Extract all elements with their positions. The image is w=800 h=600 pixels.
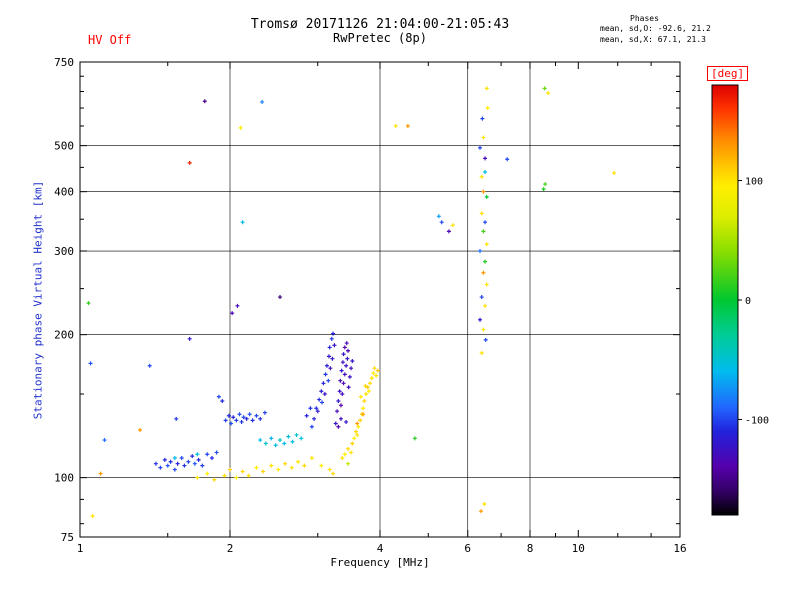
plot-title: Tromsø 20171126 21:04:00-21:05:43 [250,17,510,32]
svg-text:1: 1 [77,542,84,555]
colorbar-tick-label: 100 [745,177,763,188]
svg-text:4: 4 [377,542,384,555]
x-axis-label: Frequency [MHz] [330,556,430,569]
colorbar-unit-label: [deg] [707,66,749,81]
svg-text:500: 500 [54,140,74,153]
gridlines [80,62,680,537]
svg-text:10: 10 [572,542,585,555]
stats-line-x: mean, sd,X: 67.1, 21.3 [600,34,706,44]
svg-text:300: 300 [54,245,74,258]
hv-status: HV Off [88,33,132,47]
colorbar-tick-label: 0 [745,296,751,307]
data-points [86,86,617,519]
axis-ticks [79,61,681,538]
svg-text:750: 750 [54,56,74,69]
svg-text:16: 16 [673,542,686,555]
plot-subtitle: RwPretec (8p) [333,31,427,45]
stats-title: Phases [630,14,659,23]
svg-text:200: 200 [54,329,74,342]
svg-text:8: 8 [527,542,534,555]
colorbar [711,84,739,516]
tick-labels: 1 2 4 6 8 10 16 75 100 200 300 400 500 750 [54,56,687,555]
svg-text:400: 400 [54,186,74,199]
stats-block: Phases mean, sd,O: -92.6, 21.2 mean, sd,… [600,14,711,45]
svg-text:100: 100 [54,472,74,485]
colorbar-tick-label: -100 [745,415,769,426]
svg-text:6: 6 [464,542,471,555]
stats-line-o: mean, sd,O: -92.6, 21.2 [600,24,711,34]
svg-text:2: 2 [227,542,234,555]
svg-text:75: 75 [61,531,74,544]
